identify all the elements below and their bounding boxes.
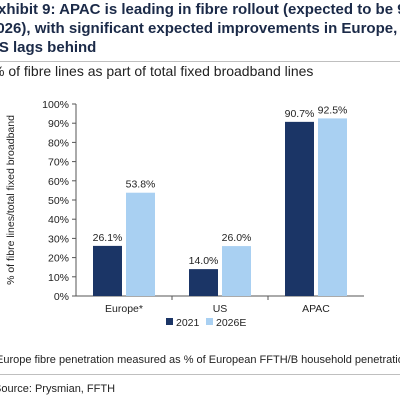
legend-swatch [206,318,213,325]
bar [189,269,218,296]
source-note: Source: Prysmian, FFTH [0,383,116,395]
title-line: Exhibit 9: APAC is leading in fibre roll… [0,1,400,18]
x-tick-label: APAC [302,303,330,315]
title-line: US lags behind [0,39,97,56]
bar [126,192,155,296]
x-tick-label: US [213,303,228,315]
exhibit-title: Exhibit 9: APAC is leading in fibre roll… [0,0,400,57]
bar [285,121,314,296]
legend-label: 2026E [216,317,246,329]
y-tick-label: 30% [48,233,69,245]
data-label: 53.8% [126,179,156,191]
bar [93,245,122,296]
footnote-divider [0,374,400,375]
bar [318,118,347,297]
y-tick-label: 80% [48,137,69,149]
data-label: 26.1% [93,232,123,244]
legend-swatch [166,318,173,325]
y-tick-label: 0% [54,291,69,303]
bar-chart: % of fibre lines/total fixed broadband 0%… [5,99,364,329]
data-label: 90.7% [285,108,315,120]
y-tick-label: 40% [48,214,69,226]
chart-subtitle: % of fibre lines as part of total fixed … [0,63,314,79]
bar [222,246,251,296]
y-tick-label: 70% [48,157,69,169]
data-label: 14.0% [189,255,219,267]
y-tick-label: 60% [48,176,69,188]
data-label: 26.0% [222,232,252,244]
footnote: Europe fibre penetration measured as % o… [0,354,400,366]
title-divider [0,61,400,62]
y-tick-label: 50% [48,195,69,207]
legend-label: 2021 [176,317,200,329]
data-label: 92.5% [318,104,348,116]
y-axis-label: % of fibre lines/total fixed broadband [5,115,17,285]
title-line: 2026), with significant expected improve… [0,20,400,37]
y-tick-label: 20% [48,253,69,265]
y-tick-label: 100% [42,99,69,111]
y-tick-label: 90% [48,118,69,130]
y-tick-label: 10% [48,272,69,284]
x-tick-label: Europe* [105,303,143,315]
